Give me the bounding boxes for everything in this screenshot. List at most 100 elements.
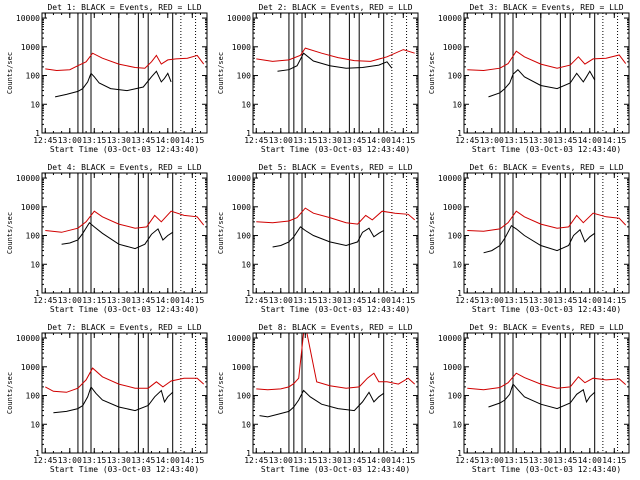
x-tick-label: 13:30 — [318, 136, 342, 145]
x-tick-label: 12:45 — [33, 456, 57, 465]
x-tick-label: 13:30 — [107, 136, 131, 145]
panel-det-1: 1 10 100 1000 10000 12:45 13:00 13:15 13:30 13:45… — [6, 3, 208, 154]
y-tick-label: 1 — [35, 449, 40, 458]
y-tick-label: 100 — [448, 72, 463, 81]
x-axis-label: Start Time (03-Oct-03 12:43:40) — [50, 465, 199, 474]
lld-series-line — [467, 372, 627, 391]
x-axis-label: Start Time (03-Oct-03 12:43:40) — [261, 145, 410, 154]
y-tick-label: 10 — [452, 260, 462, 269]
y-tick-label: 1000 — [443, 363, 462, 372]
x-tick-label: 14:00 — [367, 456, 391, 465]
x-axis-label: Start Time (03-Oct-03 12:43:40) — [472, 145, 621, 154]
x-tick-label: 13:45 — [553, 136, 577, 145]
y-tick-label: 1000 — [21, 363, 40, 372]
panel-title: Det 1: BLACK = Events, RED = LLD — [47, 3, 201, 12]
x-tick-label: 12:45 — [455, 136, 479, 145]
panel-det-7: 1 10 100 1000 10000 12:45 13:00 13:15 13:30 13:45… — [6, 323, 208, 474]
x-axis-label: Start Time (03-Oct-03 12:43:40) — [261, 465, 410, 474]
x-axis-label: Start Time (03-Oct-03 12:43:40) — [50, 145, 199, 154]
y-tick-label: 100 — [26, 72, 41, 81]
x-tick-label: 13:00 — [58, 456, 82, 465]
y-tick-label: 1000 — [232, 203, 251, 212]
x-tick-label: 12:45 — [244, 456, 268, 465]
y-tick-label: 1 — [457, 129, 462, 138]
y-tick-label: 1 — [246, 289, 251, 298]
x-tick-label: 14:00 — [156, 456, 180, 465]
plot-frame — [463, 12, 630, 134]
x-tick-label: 13:15 — [504, 296, 528, 305]
y-tick-label: 10000 — [16, 14, 40, 23]
x-tick-label: 13:30 — [107, 296, 131, 305]
x-tick-label: 12:45 — [244, 296, 268, 305]
events-series-line — [277, 52, 393, 72]
events-series-line — [54, 70, 172, 98]
x-tick-label: 12:45 — [33, 296, 57, 305]
x-tick-label: 14:15 — [391, 456, 415, 465]
panel-det-2: 1 10 100 1000 10000 12:45 13:00 13:15 13:30 13:45… — [217, 3, 419, 154]
y-tick-label: 10 — [30, 420, 40, 429]
y-tick-label: 1 — [457, 449, 462, 458]
x-tick-label: 13:45 — [553, 456, 577, 465]
x-tick-label: 14:15 — [180, 136, 204, 145]
y-tick-label: 10000 — [227, 174, 251, 183]
x-tick-label: 13:00 — [269, 456, 293, 465]
events-series-line — [53, 385, 174, 414]
x-tick-label: 13:45 — [131, 296, 155, 305]
y-tick-label: 1000 — [21, 43, 40, 52]
y-tick-label: 10000 — [438, 334, 462, 343]
x-tick-label: 13:15 — [82, 456, 106, 465]
y-tick-label: 1 — [35, 289, 40, 298]
lld-series-line — [45, 210, 205, 233]
x-tick-label: 13:45 — [342, 456, 366, 465]
y-tick-label: 1 — [457, 289, 462, 298]
y-axis-label: Counts/sec — [217, 52, 225, 94]
plot-frame — [252, 12, 419, 134]
panel-det-5: 1 10 100 1000 10000 12:45 13:00 13:15 13:30 13:45… — [217, 163, 419, 314]
x-tick-label: 13:30 — [529, 136, 553, 145]
plot-frame — [41, 12, 208, 134]
lld-series-line — [256, 333, 416, 391]
x-tick-label: 13:15 — [504, 136, 528, 145]
y-tick-label: 10000 — [227, 334, 251, 343]
x-tick-label: 14:15 — [180, 456, 204, 465]
plot-frame — [463, 172, 630, 294]
x-tick-label: 13:15 — [82, 136, 106, 145]
y-axis-label: Counts/sec — [6, 212, 14, 254]
y-tick-label: 1 — [246, 449, 251, 458]
y-tick-label: 10 — [241, 100, 251, 109]
y-tick-label: 1 — [246, 129, 251, 138]
y-tick-label: 10 — [30, 100, 40, 109]
y-tick-label: 100 — [26, 232, 41, 241]
y-tick-label: 1000 — [443, 43, 462, 52]
y-tick-label: 1000 — [232, 43, 251, 52]
y-tick-label: 100 — [448, 232, 463, 241]
x-tick-label: 13:30 — [107, 456, 131, 465]
y-tick-label: 1000 — [21, 203, 40, 212]
y-tick-label: 10 — [241, 420, 251, 429]
panel-title: Det 9: BLACK = Events, RED = LLD — [469, 323, 623, 332]
x-axis-label: Start Time (03-Oct-03 12:43:40) — [472, 465, 621, 474]
x-tick-label: 13:00 — [480, 456, 504, 465]
x-axis-label: Start Time (03-Oct-03 12:43:40) — [261, 305, 410, 314]
x-tick-label: 13:15 — [293, 296, 317, 305]
events-series-line — [488, 383, 596, 410]
x-tick-label: 12:45 — [455, 296, 479, 305]
y-tick-label: 100 — [237, 232, 252, 241]
plot-frame — [252, 172, 419, 294]
x-tick-label: 14:15 — [180, 296, 204, 305]
y-tick-label: 10 — [241, 260, 251, 269]
y-axis-label: Counts/sec — [6, 372, 14, 414]
x-tick-label: 13:45 — [553, 296, 577, 305]
panel-det-9: 1 10 100 1000 10000 12:45 13:00 13:15 13:30 13:45… — [428, 323, 630, 474]
x-tick-label: 14:00 — [367, 296, 391, 305]
x-tick-label: 13:15 — [82, 296, 106, 305]
events-series-line — [259, 389, 384, 418]
x-tick-label: 12:45 — [33, 136, 57, 145]
plot-frame — [41, 172, 208, 294]
y-tick-label: 100 — [237, 392, 252, 401]
x-tick-label: 14:00 — [578, 296, 602, 305]
y-axis-label: Counts/sec — [217, 212, 225, 254]
x-tick-label: 13:00 — [58, 136, 82, 145]
